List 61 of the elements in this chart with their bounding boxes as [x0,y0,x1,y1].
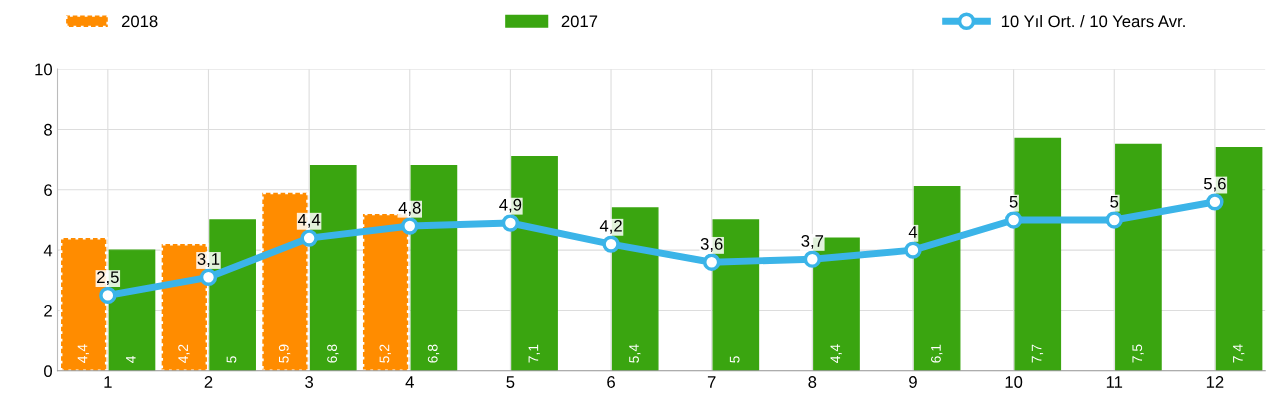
x-tick-label: 8 [808,376,817,388]
data-label: 4,8 [398,201,421,216]
x-tick-label: 5 [506,376,515,388]
data-label: 4 [126,355,136,363]
data-label: 7,7 [1031,344,1044,363]
data-label: 3,7 [801,235,824,249]
data-label: 6,1 [931,344,943,363]
legend-label: 2018 [121,15,158,28]
data-label: 4,4 [297,214,321,228]
x-tick-label: 12 [1206,376,1224,388]
data-label: 5 [1009,196,1018,208]
data-label: 3,1 [197,253,220,267]
data-label: 2,5 [97,271,119,286]
data-label: 5,2 [379,344,391,363]
data-label: 5,6 [1203,177,1226,192]
data-label: 4,4 [830,344,842,363]
point [803,250,822,268]
x-tick-label: 3 [305,376,314,388]
data-label: 7,4 [1233,344,1245,363]
legend-label: 10 Yıl Ort. / 10 Years Avr. [1001,15,1185,28]
data-label: 4,2 [599,219,622,234]
y-tick-label: 10 [35,63,52,76]
legend-label: 2017 [561,15,598,28]
x-tick-label: 9 [909,376,917,388]
point [501,214,520,232]
data-label: 6,8 [327,344,339,363]
y-tick-label: 6 [44,184,52,197]
data-label: 5,9 [278,344,291,363]
point [904,241,922,259]
x-tick-label: 1 [104,376,112,388]
x-tick-label: 7 [707,376,716,388]
point [703,253,721,271]
data-label: 4,4 [77,344,90,363]
y-tick-label: 0 [44,365,52,378]
y-tick-label: 2 [44,304,52,317]
x-tick-label: 11 [1106,376,1123,388]
data-label: 5 [729,356,740,363]
x-tick-label: 6 [607,376,615,388]
point [199,268,218,286]
point [602,235,620,253]
x-tick-label: 2 [204,376,213,388]
data-label: 5,4 [629,344,641,363]
y-tick-label: 4 [43,244,53,257]
data-label: 4,2 [178,344,190,363]
data-label: 4,9 [499,198,522,213]
y-tick-label: 8 [44,123,52,136]
data-label: 4 [908,226,918,238]
point [99,286,117,305]
point [401,217,419,235]
data-label: 3,6 [700,238,723,252]
point [300,229,318,247]
data-label: 5 [1110,196,1119,208]
data-label: 6,8 [427,344,440,363]
point [1206,193,1224,211]
data-label: 7,5 [1132,344,1144,363]
data-label: 7,1 [528,344,540,363]
point [1004,211,1023,229]
x-tick-label: 4 [405,376,414,388]
x-tick-label: 10 [1005,376,1023,388]
point [1105,211,1123,229]
data-label: 5 [226,356,237,363]
